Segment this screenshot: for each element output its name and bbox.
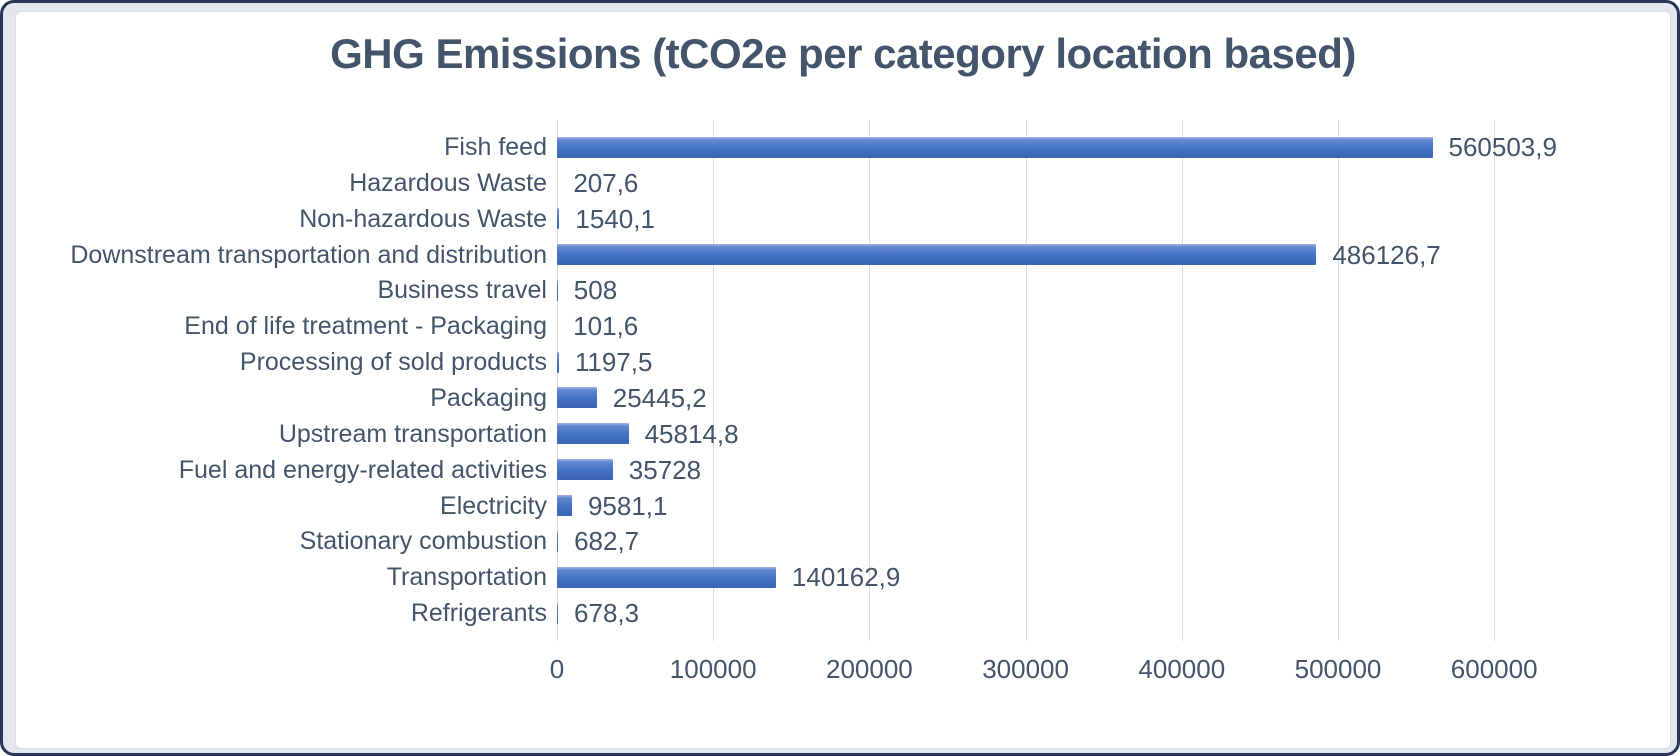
x-tick-label: 200000 (826, 654, 913, 684)
bar (557, 279, 558, 301)
category-label: End of life treatment - Packaging (184, 312, 547, 341)
category-label: Stationary combustion (299, 527, 547, 556)
bar (557, 459, 613, 481)
x-tick-label: 0 (549, 654, 565, 684)
bar (557, 136, 1433, 158)
category-label: Transportation (386, 563, 547, 592)
bar (557, 566, 776, 588)
category-label: Processing of sold products (239, 348, 547, 377)
category-label: Upstream transportation (278, 419, 547, 448)
value-label: 486126,7 (1332, 239, 1441, 270)
value-label: 207,6 (573, 167, 639, 198)
value-label: 1197,5 (574, 347, 653, 378)
bar (557, 530, 559, 552)
bar-chart: Fish feed 560503,9 Hazardous Waste 207,6 Non… (16, 12, 1670, 748)
category-label: Downstream transportation and distributi… (70, 240, 547, 269)
x-tick-label: 300000 (982, 654, 1069, 684)
category-label: Fish feed (444, 133, 547, 161)
value-label: 25445,2 (612, 382, 707, 413)
gridline (557, 120, 558, 641)
value-label: 508 (573, 275, 618, 306)
gridline (1338, 120, 1339, 641)
value-label: 682,7 (574, 526, 640, 557)
chart-panel: GHG Emissions (tCO2e per category locati… (15, 11, 1671, 749)
value-label: 678,3 (574, 598, 640, 629)
bar (557, 208, 560, 230)
value-label: 101,6 (573, 311, 639, 342)
value-label: 560503,9 (1448, 132, 1557, 162)
bar (557, 351, 559, 373)
gridline (1494, 120, 1496, 641)
category-label: Electricity (440, 491, 547, 520)
x-tick-label: 400000 (1138, 654, 1226, 684)
bar (557, 387, 597, 409)
category-label: Packaging (430, 383, 547, 412)
value-label: 1540,1 (575, 203, 655, 234)
gridline (1181, 120, 1183, 641)
category-label: Non-hazardous Waste (299, 204, 547, 233)
x-tick-label: 100000 (669, 654, 757, 684)
bar (557, 244, 1317, 266)
bar (557, 423, 629, 445)
gridline (869, 120, 871, 641)
category-label: Business travel (377, 276, 547, 305)
gridline (713, 120, 715, 641)
x-tick-label: 600000 (1450, 654, 1538, 684)
category-label: Hazardous Waste (349, 168, 547, 197)
value-label: 9581,1 (587, 490, 668, 521)
bar (557, 495, 572, 516)
category-label: Fuel and energy-related activities (178, 455, 547, 484)
x-tick-label: 500000 (1294, 654, 1382, 684)
chart-title: GHG Emissions (tCO2e per category locati… (330, 30, 1356, 77)
value-label: 140162,9 (791, 562, 901, 593)
value-label: 45814,8 (644, 418, 739, 449)
gridline (1025, 120, 1027, 641)
bar (557, 602, 559, 624)
category-label: Refrigerants (410, 599, 547, 628)
value-label: 35728 (628, 454, 702, 485)
